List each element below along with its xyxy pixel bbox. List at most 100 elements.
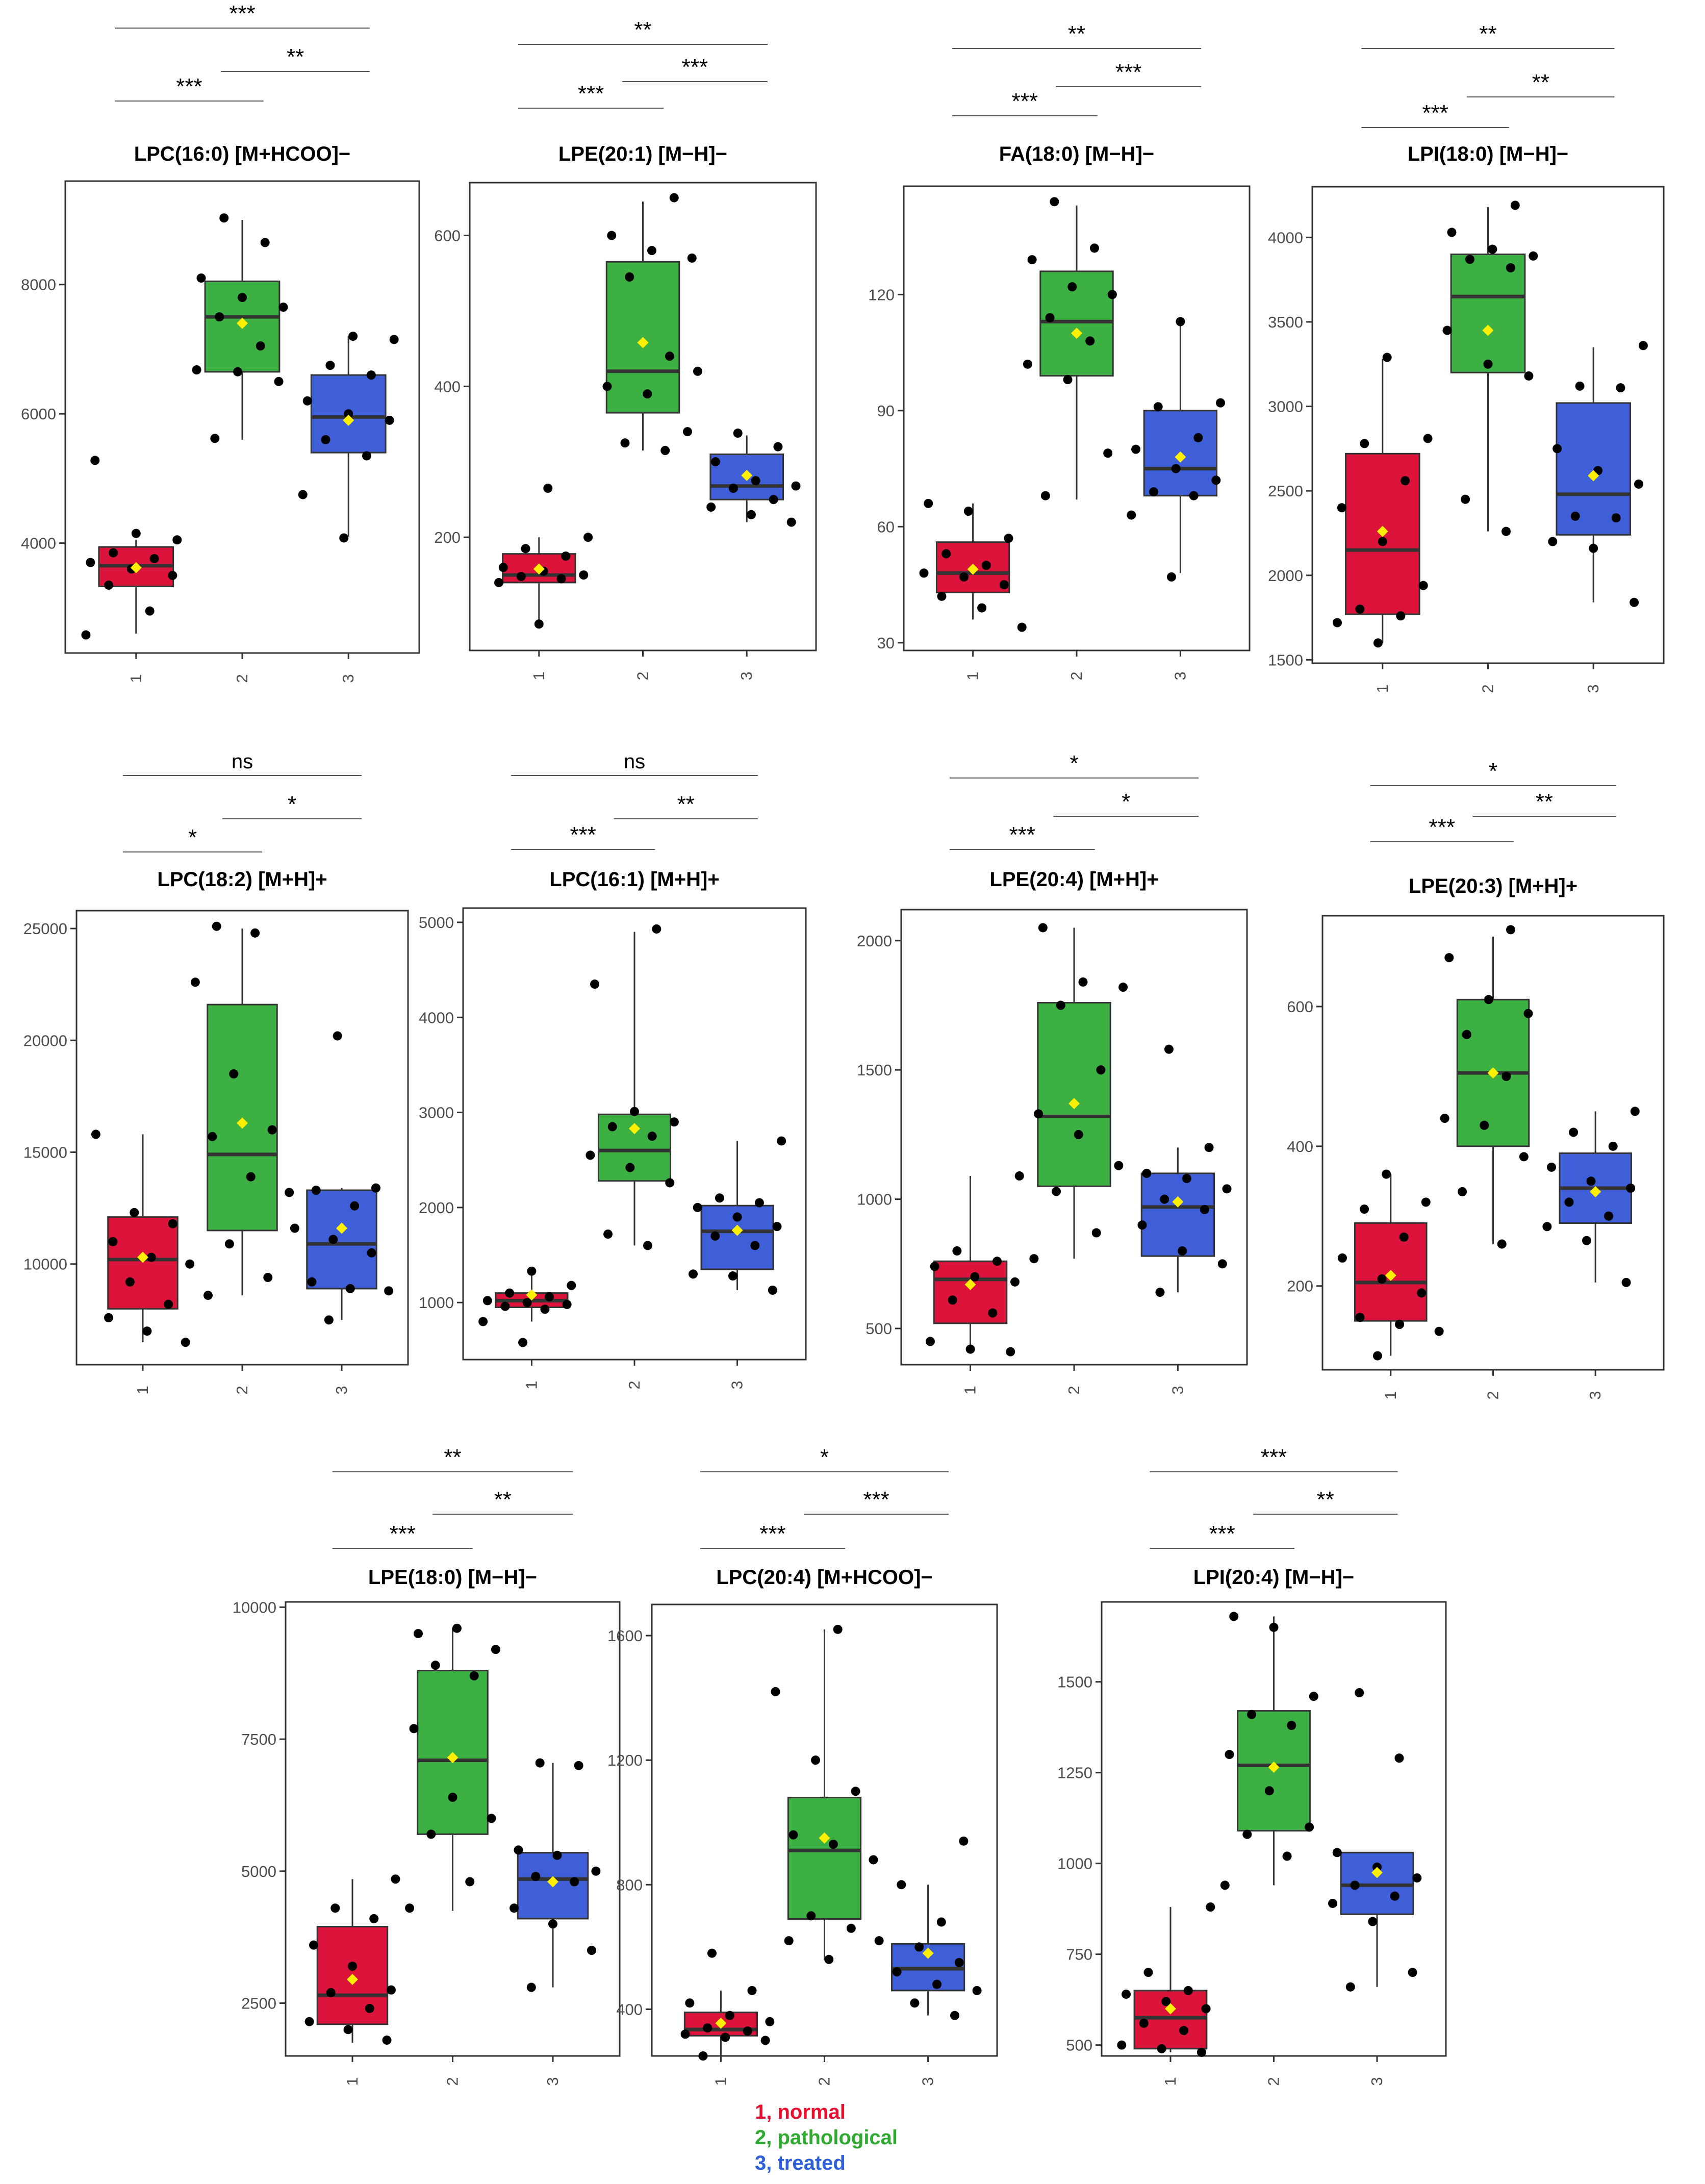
data-point xyxy=(1040,491,1050,500)
data-point xyxy=(203,1291,213,1300)
data-point xyxy=(732,1212,742,1222)
mean-marker xyxy=(336,1222,347,1234)
data-point xyxy=(1423,434,1433,443)
significance-label: ns xyxy=(232,750,253,773)
data-point xyxy=(897,1880,906,1890)
x-tick-label: 1 xyxy=(127,674,145,683)
mean-marker xyxy=(1165,2003,1176,2015)
data-point xyxy=(1506,263,1515,272)
data-point xyxy=(1332,1848,1342,1857)
data-point xyxy=(721,2032,730,2042)
mean-marker xyxy=(526,1289,538,1301)
data-point xyxy=(1390,1891,1399,1901)
data-point xyxy=(405,1903,415,1913)
y-tick-label: 8000 xyxy=(21,276,56,294)
data-point xyxy=(430,1661,440,1670)
data-point xyxy=(385,415,394,425)
data-point xyxy=(728,484,738,493)
data-point xyxy=(1182,1174,1191,1184)
data-point xyxy=(1523,1009,1533,1018)
y-tick-label: 1000 xyxy=(1057,1855,1092,1873)
data-point xyxy=(1570,511,1580,521)
data-point xyxy=(1160,1194,1169,1204)
data-point xyxy=(1634,479,1643,489)
data-point xyxy=(1050,197,1059,207)
data-point xyxy=(348,332,358,341)
data-point xyxy=(1604,1211,1614,1221)
data-point xyxy=(1582,1236,1591,1245)
data-point xyxy=(274,376,284,386)
x-tick-label: 1 xyxy=(1382,1391,1399,1399)
data-point xyxy=(1440,1114,1449,1123)
data-point xyxy=(607,231,617,240)
data-point xyxy=(1139,2018,1149,2028)
y-tick-label: 1500 xyxy=(857,1061,892,1079)
data-point xyxy=(954,1957,964,1967)
data-point xyxy=(142,1326,152,1336)
data-point xyxy=(413,1629,423,1639)
box-group-2 xyxy=(787,1796,862,1920)
y-tick-label: 15000 xyxy=(23,1143,67,1161)
legend-treated: 3, treated xyxy=(755,2152,846,2174)
y-tick-label: 500 xyxy=(1066,2037,1092,2054)
y-tick-label: 3000 xyxy=(1268,398,1303,416)
x-tick-label: 3 xyxy=(1368,2077,1386,2086)
data-point xyxy=(1524,371,1534,381)
data-point xyxy=(168,570,177,580)
data-point xyxy=(710,457,720,467)
data-point xyxy=(988,1308,998,1318)
y-tick-label: 1600 xyxy=(607,1627,643,1645)
x-tick-label: 2 xyxy=(233,674,251,683)
data-point xyxy=(1063,375,1073,385)
data-point xyxy=(1220,1880,1230,1890)
significance-label: *** xyxy=(390,1521,416,1546)
data-point xyxy=(1287,1721,1296,1730)
mean-marker xyxy=(1175,451,1186,463)
data-point xyxy=(210,434,220,443)
x-tick-label: 3 xyxy=(737,671,755,680)
y-tick-label: 1200 xyxy=(607,1751,643,1769)
y-tick-label: 500 xyxy=(866,1320,892,1338)
y-tick-label: 3000 xyxy=(419,1104,454,1122)
data-point xyxy=(1114,1161,1124,1170)
y-tick-label: 2000 xyxy=(1268,567,1303,585)
data-point xyxy=(919,568,929,578)
data-point xyxy=(1127,510,1136,520)
chart-title: LPC(16:1) [M+H]+ xyxy=(549,868,719,891)
data-point xyxy=(233,367,243,376)
data-point xyxy=(643,1241,652,1250)
data-point xyxy=(333,1031,342,1041)
data-point xyxy=(1107,290,1117,299)
data-point xyxy=(771,1687,780,1696)
mean-marker xyxy=(731,1224,743,1236)
data-point xyxy=(324,1315,334,1325)
data-point xyxy=(250,928,260,938)
data-point xyxy=(1611,513,1621,523)
significance-label: *** xyxy=(1429,815,1455,840)
data-point xyxy=(1355,1313,1365,1322)
y-tick-label: 25000 xyxy=(23,920,67,938)
data-point xyxy=(1529,251,1538,261)
data-point xyxy=(1350,1880,1360,1890)
mean-marker xyxy=(819,1832,830,1844)
data-point xyxy=(950,2011,959,2020)
x-tick-label: 1 xyxy=(1161,2077,1179,2086)
data-point xyxy=(1216,398,1226,408)
data-point xyxy=(215,312,224,322)
data-point xyxy=(109,548,118,558)
data-point xyxy=(350,1201,360,1211)
significance-label: * xyxy=(1070,751,1078,776)
data-point xyxy=(693,366,702,376)
data-point xyxy=(1056,1000,1065,1010)
chart-title: LPE(18:0) [M−H]− xyxy=(368,1566,537,1589)
data-point xyxy=(145,606,155,616)
data-point xyxy=(625,272,634,282)
data-point xyxy=(290,1223,299,1233)
data-point xyxy=(786,517,796,527)
data-point xyxy=(1166,572,1176,582)
data-point xyxy=(548,1919,557,1929)
significance-label: ** xyxy=(634,17,651,42)
data-point xyxy=(698,2051,708,2061)
data-point xyxy=(543,484,553,493)
